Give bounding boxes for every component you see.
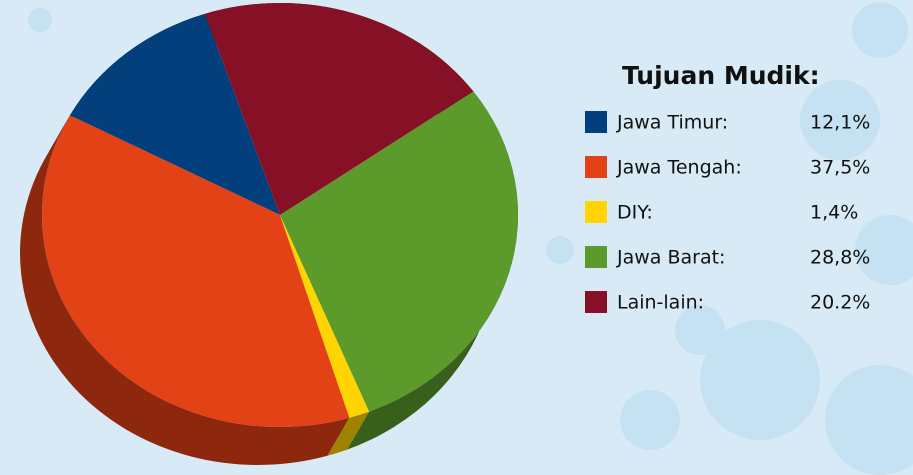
pie-slice-side (347, 91, 518, 450)
legend-title: Tujuan Mudik: (622, 61, 820, 90)
legend-label: Jawa Timur: (616, 112, 728, 134)
legend-value: 37,5% (810, 157, 870, 179)
pie-slice (280, 91, 518, 412)
legend-label: Lain-lain: (617, 292, 704, 314)
legend-swatch (585, 246, 607, 268)
legend: Jawa Timur: 12,1% Jawa Tengah: 37,5% DIY: 1,4… (585, 111, 870, 314)
legend-label: DIY: (617, 202, 653, 224)
legend-swatch (585, 291, 607, 313)
legend-label: Jawa Tengah: (616, 157, 742, 179)
pie-slice (280, 215, 370, 418)
pie-slice (69, 13, 281, 215)
pie-slice (41, 115, 350, 427)
pie-slice-side (19, 115, 350, 466)
pie-tops (41, 3, 518, 427)
pie-slice (204, 3, 474, 216)
legend-swatch (585, 156, 607, 178)
pie-slice-side (327, 411, 370, 456)
legend-swatch (585, 111, 607, 133)
pie (19, 3, 518, 466)
legend-label: Jawa Barat: (616, 247, 725, 269)
legend-value: 28,8% (810, 247, 870, 269)
legend-value: 12,1% (810, 112, 870, 134)
legend-value: 20.2% (810, 292, 870, 314)
legend-value: 1,4% (810, 202, 858, 224)
background-bubbles (28, 2, 913, 475)
legend-swatch (585, 201, 607, 223)
